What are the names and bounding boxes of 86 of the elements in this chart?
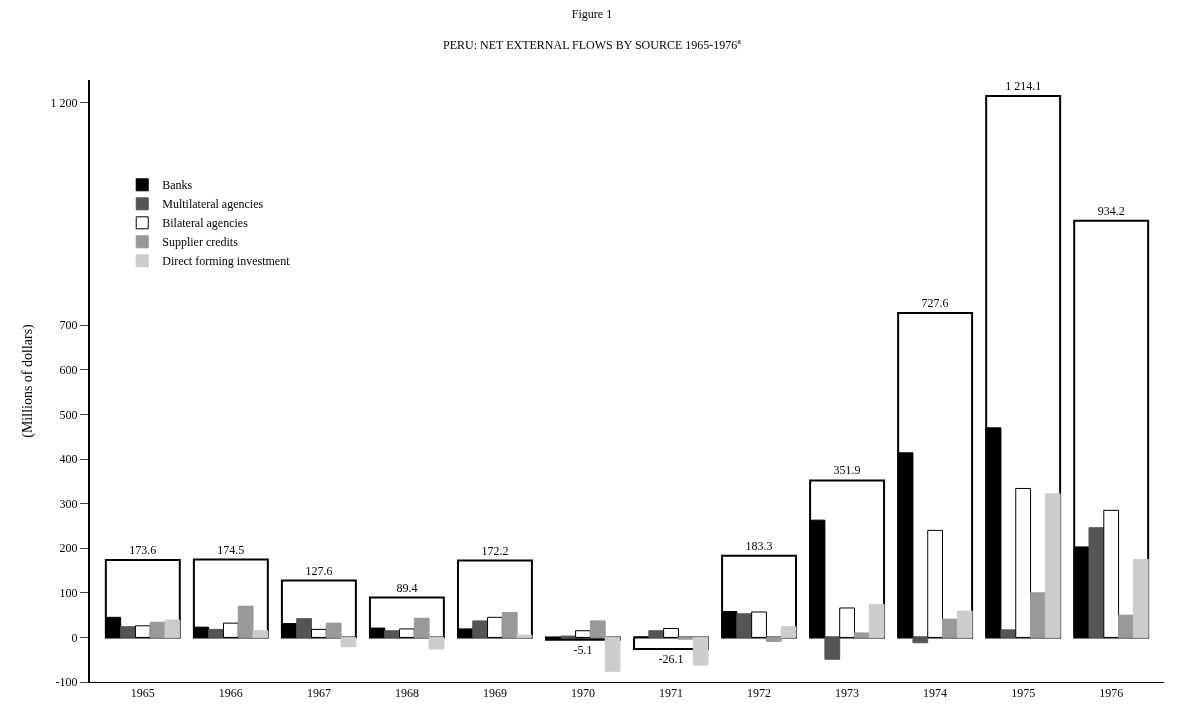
bar bbox=[780, 626, 797, 638]
bar bbox=[399, 628, 415, 638]
bar bbox=[413, 617, 430, 638]
bar bbox=[1103, 509, 1120, 638]
data-label: 172.2 bbox=[481, 543, 509, 558]
bar bbox=[120, 626, 136, 638]
bar bbox=[1132, 558, 1149, 638]
bar bbox=[1000, 629, 1017, 638]
bar bbox=[956, 610, 973, 638]
bar bbox=[134, 625, 151, 638]
x-tick-label: 1973 bbox=[835, 686, 860, 701]
bar bbox=[192, 558, 269, 639]
data-label: 89.4 bbox=[396, 580, 418, 595]
y-tick-label: 300 bbox=[59, 496, 78, 511]
bar bbox=[104, 558, 181, 639]
x-tick-label: 1972 bbox=[747, 686, 772, 701]
x-tick-label: 1970 bbox=[570, 686, 595, 701]
data-label: 127.6 bbox=[305, 563, 333, 578]
bar bbox=[368, 596, 445, 639]
y-tick-label: 500 bbox=[59, 407, 78, 422]
bar bbox=[1088, 527, 1105, 638]
bar bbox=[164, 619, 181, 638]
y-tick-label: 600 bbox=[59, 363, 78, 378]
legend-label: Supplier credits bbox=[162, 235, 239, 250]
bar bbox=[237, 605, 254, 638]
x-tick-label: 1976 bbox=[1099, 686, 1124, 701]
bar bbox=[1030, 592, 1046, 638]
x-tick-label: 1975 bbox=[1011, 686, 1036, 701]
legend-label: Banks bbox=[162, 178, 193, 193]
bar bbox=[516, 634, 533, 638]
x-tick-label: 1967 bbox=[306, 686, 331, 701]
data-label: 173.6 bbox=[129, 542, 157, 557]
bar bbox=[765, 636, 782, 642]
data-label: 183.3 bbox=[745, 538, 773, 553]
x-tick-label: 1969 bbox=[482, 686, 507, 701]
bar bbox=[648, 630, 665, 638]
bar bbox=[487, 616, 503, 638]
data-label: 351.9 bbox=[833, 463, 861, 478]
data-label: -5.1 bbox=[573, 642, 593, 657]
legend-label: Bilateral agencies bbox=[162, 216, 249, 231]
bar bbox=[296, 618, 312, 638]
bar bbox=[1118, 614, 1134, 638]
bar bbox=[912, 636, 929, 644]
bar bbox=[692, 636, 709, 666]
legend-label: Direct forming investment bbox=[162, 254, 291, 269]
bar bbox=[604, 636, 621, 672]
bar bbox=[868, 603, 885, 638]
data-label: 1 214.1 bbox=[1005, 79, 1042, 94]
bar bbox=[340, 636, 357, 648]
y-tick-label: 200 bbox=[59, 541, 78, 556]
bar bbox=[310, 628, 327, 638]
data-label: 727.6 bbox=[921, 295, 949, 310]
bar bbox=[208, 628, 224, 638]
bar bbox=[472, 620, 489, 638]
bar bbox=[501, 611, 518, 638]
bar bbox=[589, 620, 606, 638]
y-tick-label: 0 bbox=[71, 630, 78, 645]
y-tick-label: -100 bbox=[55, 675, 78, 690]
bar bbox=[428, 636, 445, 650]
bar bbox=[942, 618, 958, 638]
data-label: 934.2 bbox=[1097, 203, 1125, 218]
x-tick-label: 1966 bbox=[218, 686, 243, 701]
y-tick-label: 400 bbox=[59, 452, 78, 467]
legend-label: Multilateral agencies bbox=[162, 197, 264, 212]
x-tick-label: 1971 bbox=[659, 686, 684, 701]
bar bbox=[384, 630, 401, 638]
data-label: 174.5 bbox=[217, 542, 245, 557]
bar bbox=[824, 636, 841, 660]
y-tick-label: 100 bbox=[59, 586, 78, 601]
bar bbox=[1044, 493, 1061, 638]
y-axis-title: (Millions of dollars) bbox=[19, 323, 36, 438]
x-tick-label: 1974 bbox=[923, 686, 948, 701]
bar bbox=[1015, 487, 1032, 638]
y-tick-label: 700 bbox=[59, 318, 78, 333]
bar bbox=[736, 613, 753, 638]
chart-title: Figure 1 bbox=[571, 7, 613, 22]
bar bbox=[325, 622, 342, 638]
x-tick-label: 1965 bbox=[130, 686, 155, 701]
data-label: -26.1 bbox=[658, 652, 684, 667]
bar bbox=[252, 630, 269, 638]
bar bbox=[222, 622, 239, 638]
bar bbox=[280, 579, 357, 639]
chart-subtitle: PERU: NET EXTERNAL FLOWS BY SOURCE 1965-1976$^{a}$ bbox=[443, 37, 742, 53]
y-tick-label: 1 200 bbox=[50, 95, 78, 110]
x-tick-label: 1968 bbox=[394, 686, 419, 701]
bar bbox=[853, 632, 870, 638]
